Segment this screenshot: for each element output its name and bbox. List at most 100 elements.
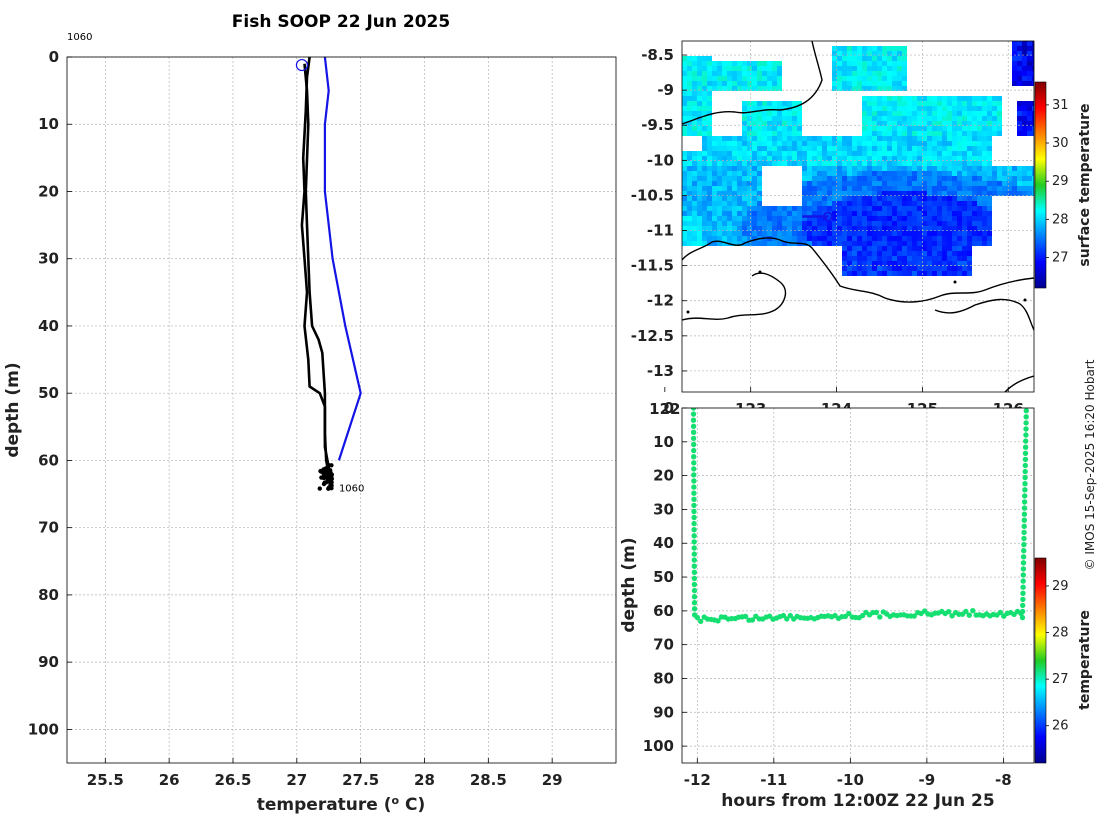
- sst-cell: [912, 251, 917, 256]
- sst-cell: [712, 166, 717, 171]
- sst-cell: [712, 236, 717, 241]
- sst-cell: [852, 56, 857, 61]
- sst-cell: [947, 136, 952, 141]
- sst-cell: [707, 96, 712, 101]
- sst-cell: [852, 166, 857, 171]
- sst-cell: [987, 131, 992, 136]
- sst-cell: [947, 121, 952, 126]
- sst-cell: [997, 171, 1002, 176]
- depth-time-point: [1022, 438, 1029, 444]
- sst-cell: [837, 191, 842, 196]
- sst-cell: [882, 261, 887, 266]
- sst-cell: [972, 211, 977, 216]
- sst-cell: [842, 171, 847, 176]
- sst-cell: [702, 186, 707, 191]
- sst-cell: [692, 241, 697, 246]
- sst-cell: [927, 151, 932, 156]
- sst-cell: [752, 226, 757, 231]
- sst-cell: [977, 201, 982, 206]
- depth-time-point: [691, 594, 698, 600]
- sst-cell: [737, 181, 742, 186]
- sst-cell: [712, 186, 717, 191]
- sst-cell: [1027, 71, 1032, 76]
- sst-cell: [937, 266, 942, 271]
- sst-cell: [942, 156, 947, 161]
- sst-cell: [912, 201, 917, 206]
- sst-cell: [937, 261, 942, 266]
- sst-cell: [937, 166, 942, 171]
- sst-cell: [892, 86, 897, 91]
- sst-cell: [697, 241, 702, 246]
- depth-time-y-tick-label: 90: [653, 703, 674, 721]
- sst-cell: [892, 201, 897, 206]
- sst-cell: [932, 146, 937, 151]
- sst-cell: [847, 146, 852, 151]
- sst-cell: [727, 171, 732, 176]
- sst-cell: [962, 146, 967, 151]
- sst-cell: [747, 131, 752, 136]
- sst-cell: [692, 231, 697, 236]
- sst-cell: [837, 181, 842, 186]
- sst-cell: [997, 176, 1002, 181]
- sst-cell: [832, 176, 837, 181]
- sst-cell: [877, 46, 882, 51]
- sst-cell: [897, 191, 902, 196]
- sst-cell: [772, 76, 777, 81]
- sst-cell: [767, 211, 772, 216]
- sst-cell: [937, 236, 942, 241]
- sst-cell: [837, 241, 842, 246]
- sst-cell: [727, 221, 732, 226]
- sst-cell: [842, 206, 847, 211]
- sst-cell: [857, 196, 862, 201]
- sst-cell: [912, 261, 917, 266]
- sst-cell: [932, 221, 937, 226]
- sst-cell: [807, 171, 812, 176]
- sst-cell: [767, 226, 772, 231]
- sst-cell: [772, 221, 777, 226]
- sst-cell: [882, 81, 887, 86]
- sst-cell: [872, 146, 877, 151]
- sst-cell: [892, 246, 897, 251]
- sst-cell: [727, 141, 732, 146]
- sst-cell: [692, 151, 697, 156]
- sst-cell: [872, 151, 877, 156]
- sst-cell: [1027, 121, 1032, 126]
- depth-time-point: [963, 608, 969, 615]
- sst-cell: [837, 151, 842, 156]
- sst-cell: [1027, 116, 1032, 121]
- sst-cell: [952, 96, 957, 101]
- sst-cell: [867, 206, 872, 211]
- sst-cell: [962, 266, 967, 271]
- sst-cell: [812, 206, 817, 211]
- sst-cell: [717, 141, 722, 146]
- sst-cell: [877, 51, 882, 56]
- sst-cell: [942, 186, 947, 191]
- sst-cell: [972, 136, 977, 141]
- sst-cell: [687, 131, 692, 136]
- sst-cell: [977, 241, 982, 246]
- sst-cell: [977, 146, 982, 151]
- sst-cell: [917, 236, 922, 241]
- sst-cell: [852, 176, 857, 181]
- sst-cell: [887, 241, 892, 246]
- sst-cell: [762, 141, 767, 146]
- profile-bottom-point: [321, 475, 327, 481]
- sst-cell: [852, 251, 857, 256]
- sst-cell: [1017, 106, 1022, 111]
- sst-cell: [987, 196, 992, 201]
- sst-cell: [892, 121, 897, 126]
- sst-cell: [957, 211, 962, 216]
- sst-cell: [967, 121, 972, 126]
- sst-cell: [877, 141, 882, 146]
- depth-time-y-tick-label: 30: [653, 500, 674, 518]
- sst-cell: [852, 211, 857, 216]
- sst-cell: [902, 246, 907, 251]
- sst-cell: [742, 206, 747, 211]
- sst-cell: [752, 71, 757, 76]
- sst-cell: [707, 236, 712, 241]
- sst-cell: [877, 251, 882, 256]
- sst-cell: [902, 236, 907, 241]
- sst-cell: [952, 101, 957, 106]
- sst-cell: [952, 146, 957, 151]
- sst-cell: [842, 46, 847, 51]
